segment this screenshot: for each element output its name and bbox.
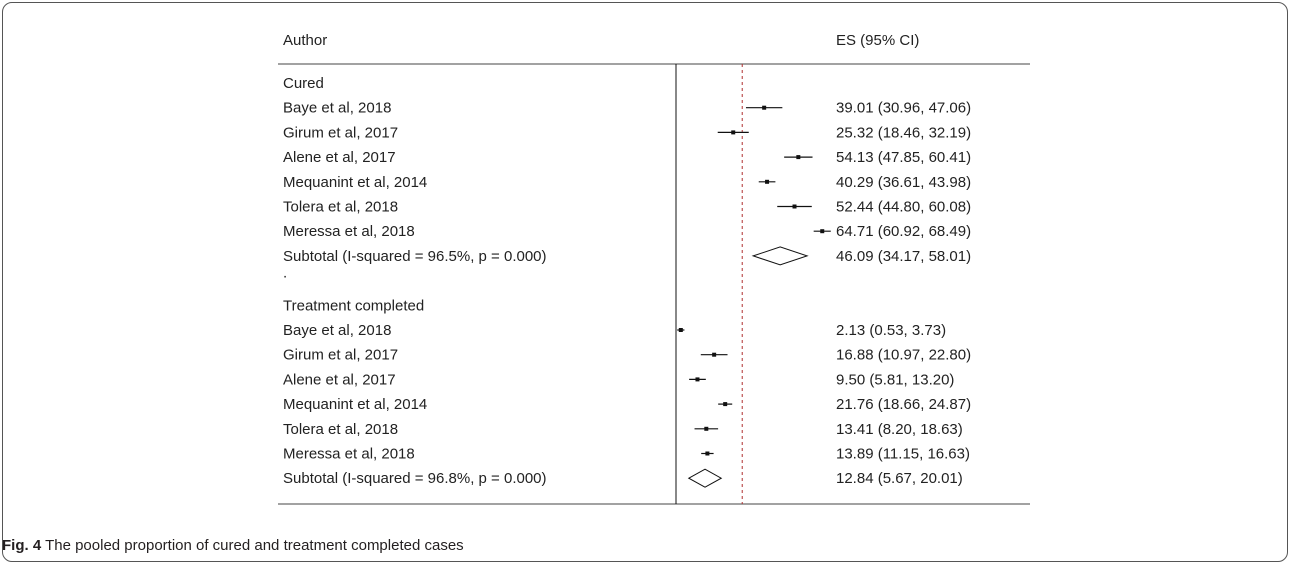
study-author: Meressa et al, 2018 <box>283 223 415 240</box>
study-es-label: 9.50 (5.81, 13.20) <box>836 371 954 388</box>
effect-point <box>731 130 736 135</box>
effect-point <box>723 402 728 407</box>
study-author: Tolera et al, 2018 <box>283 421 398 438</box>
group-label: Cured <box>283 75 324 92</box>
subtotal-es-label: 46.09 (34.17, 58.01) <box>836 248 971 265</box>
study-es-label: 64.71 (60.92, 68.49) <box>836 223 971 240</box>
caption-text: The pooled proportion of cured and treat… <box>41 537 464 554</box>
subtotal-diamond <box>751 246 809 266</box>
study-author: Alene et al, 2017 <box>283 371 396 388</box>
effect-point <box>792 204 797 209</box>
study-es-label: 2.13 (0.53, 3.73) <box>836 322 946 339</box>
effect-point <box>695 377 700 382</box>
group-label: Treatment completed <box>283 297 424 314</box>
study-es-label: 39.01 (30.96, 47.06) <box>836 100 971 117</box>
study-es-label: 21.76 (18.66, 24.87) <box>836 396 971 413</box>
header-author: Author <box>283 32 327 49</box>
subtotal-diamond <box>687 468 723 488</box>
effect-point <box>678 328 683 332</box>
group-separator: . <box>283 265 287 282</box>
forest-plot: Author ES (95% CI) Cured Baye et al, 2018 39… <box>278 32 1030 505</box>
figure-caption: Fig. 4 The pooled proportion of cured an… <box>2 537 464 554</box>
subtotal-es-label: 12.84 (5.67, 20.01) <box>836 470 963 487</box>
effect-point <box>765 179 770 184</box>
study-es-label: 13.41 (8.20, 18.63) <box>836 421 963 438</box>
study-es-label: 52.44 (44.80, 60.08) <box>836 199 971 216</box>
study-author: Girum et al, 2017 <box>283 124 398 141</box>
effect-point <box>820 229 825 234</box>
study-es-label: 40.29 (36.61, 43.98) <box>836 174 971 191</box>
effect-point <box>704 426 709 431</box>
effect-point <box>762 105 767 110</box>
caption-label: Fig. 4 <box>2 537 42 554</box>
study-es-label: 54.13 (47.85, 60.41) <box>836 149 971 166</box>
study-author: Mequanint et al, 2014 <box>283 396 427 413</box>
study-author: Alene et al, 2017 <box>283 149 396 166</box>
study-author: Mequanint et al, 2014 <box>283 174 427 191</box>
study-author: Baye et al, 2018 <box>283 100 391 117</box>
study-es-label: 16.88 (10.97, 22.80) <box>836 347 971 364</box>
effect-point <box>705 451 710 456</box>
study-es-label: 13.89 (11.15, 16.63) <box>836 446 970 463</box>
effect-point <box>712 352 717 357</box>
study-author: Baye et al, 2018 <box>283 322 391 339</box>
header-es: ES (95% CI) <box>836 32 919 49</box>
study-author: Tolera et al, 2018 <box>283 199 398 216</box>
subtotal-author: Subtotal (I-squared = 96.8%, p = 0.000) <box>283 470 547 487</box>
study-author: Meressa et al, 2018 <box>283 446 415 463</box>
study-author: Girum et al, 2017 <box>283 347 398 364</box>
effect-point <box>796 155 801 160</box>
subtotal-author: Subtotal (I-squared = 96.5%, p = 0.000) <box>283 248 547 265</box>
study-es-label: 25.32 (18.46, 32.19) <box>836 124 971 141</box>
